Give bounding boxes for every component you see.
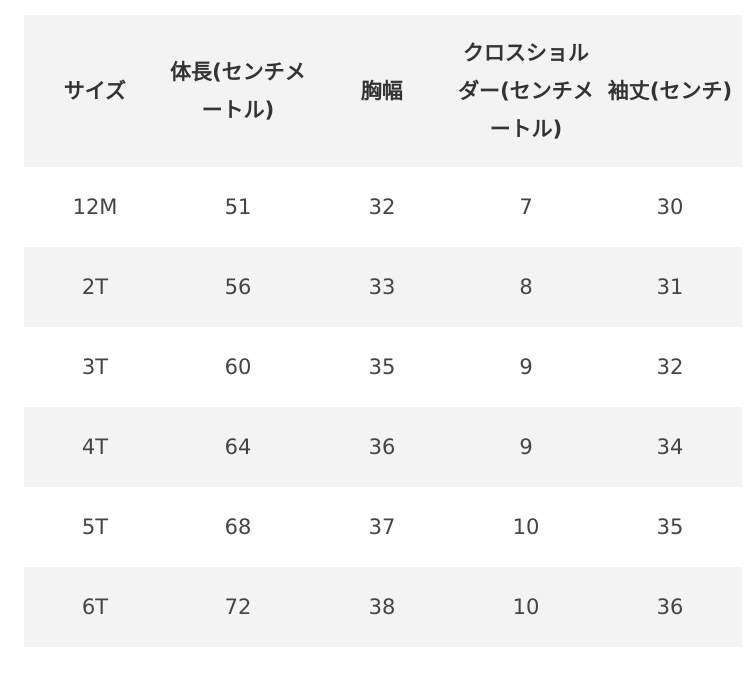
cell-chest-width: 32 bbox=[310, 167, 454, 247]
header-sleeve-length: 袖丈(センチ) bbox=[598, 15, 742, 167]
cell-body-length: 64 bbox=[166, 407, 310, 487]
cell-cross-shoulder: 10 bbox=[454, 567, 598, 647]
table-row: 2T 56 33 8 31 bbox=[24, 247, 742, 327]
table-row: 5T 68 37 10 35 bbox=[24, 487, 742, 567]
table-row: 12M 51 32 7 30 bbox=[24, 167, 742, 247]
header-size: サイズ bbox=[24, 15, 166, 167]
cell-body-length: 51 bbox=[166, 167, 310, 247]
size-chart-table: サイズ 体長(センチメートル) 胸幅 クロスショルダー(センチメートル) 袖丈(… bbox=[24, 15, 742, 647]
header-row: サイズ 体長(センチメートル) 胸幅 クロスショルダー(センチメートル) 袖丈(… bbox=[24, 15, 742, 167]
cell-size: 12M bbox=[24, 167, 166, 247]
cell-chest-width: 36 bbox=[310, 407, 454, 487]
cell-cross-shoulder: 9 bbox=[454, 327, 598, 407]
cell-size: 6T bbox=[24, 567, 166, 647]
cell-chest-width: 35 bbox=[310, 327, 454, 407]
header-body-length: 体長(センチメートル) bbox=[166, 15, 310, 167]
cell-sleeve-length: 36 bbox=[598, 567, 742, 647]
cell-body-length: 56 bbox=[166, 247, 310, 327]
cell-chest-width: 38 bbox=[310, 567, 454, 647]
table-row: 6T 72 38 10 36 bbox=[24, 567, 742, 647]
cell-chest-width: 33 bbox=[310, 247, 454, 327]
cell-size: 2T bbox=[24, 247, 166, 327]
cell-sleeve-length: 30 bbox=[598, 167, 742, 247]
cell-cross-shoulder: 9 bbox=[454, 407, 598, 487]
cell-body-length: 72 bbox=[166, 567, 310, 647]
cell-size: 5T bbox=[24, 487, 166, 567]
header-chest-width: 胸幅 bbox=[310, 15, 454, 167]
cell-cross-shoulder: 10 bbox=[454, 487, 598, 567]
cell-sleeve-length: 34 bbox=[598, 407, 742, 487]
cell-sleeve-length: 32 bbox=[598, 327, 742, 407]
table-row: 3T 60 35 9 32 bbox=[24, 327, 742, 407]
cell-cross-shoulder: 8 bbox=[454, 247, 598, 327]
header-cross-shoulder: クロスショルダー(センチメートル) bbox=[454, 15, 598, 167]
cell-sleeve-length: 31 bbox=[598, 247, 742, 327]
cell-chest-width: 37 bbox=[310, 487, 454, 567]
table-row: 4T 64 36 9 34 bbox=[24, 407, 742, 487]
cell-body-length: 68 bbox=[166, 487, 310, 567]
cell-size: 4T bbox=[24, 407, 166, 487]
cell-sleeve-length: 35 bbox=[598, 487, 742, 567]
cell-body-length: 60 bbox=[166, 327, 310, 407]
cell-cross-shoulder: 7 bbox=[454, 167, 598, 247]
cell-size: 3T bbox=[24, 327, 166, 407]
